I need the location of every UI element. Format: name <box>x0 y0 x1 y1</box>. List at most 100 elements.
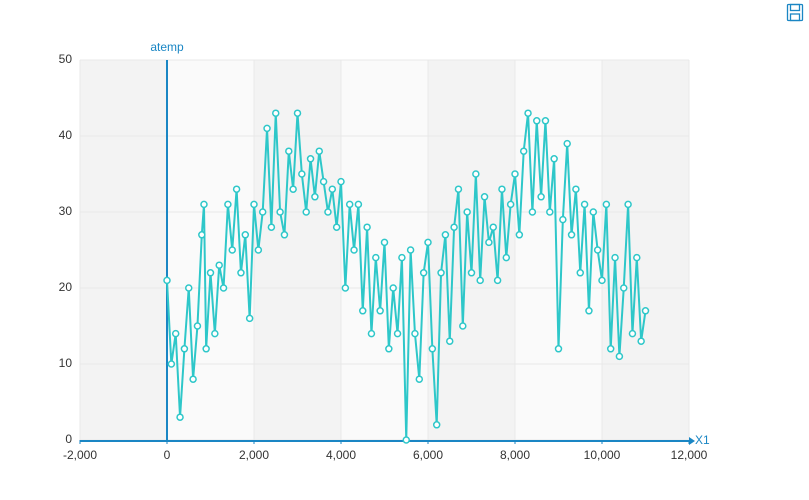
x-tick-label: 4,000 <box>326 448 356 462</box>
point <box>306 155 315 163</box>
point <box>450 223 458 231</box>
point <box>441 231 450 239</box>
point <box>241 231 250 239</box>
split-area <box>80 60 167 440</box>
point <box>606 345 615 353</box>
point <box>580 200 589 209</box>
point <box>628 329 637 338</box>
point <box>215 261 223 269</box>
point <box>163 276 171 285</box>
point <box>302 208 310 216</box>
point <box>389 284 397 292</box>
point <box>167 360 176 368</box>
point <box>563 139 571 148</box>
point <box>380 238 389 247</box>
point <box>219 284 228 292</box>
save-icon[interactable] <box>786 3 804 22</box>
y-tick-label: 0 <box>65 432 72 446</box>
point <box>641 307 650 315</box>
point <box>250 200 258 209</box>
y-tick-label: 50 <box>59 52 73 66</box>
point <box>363 223 371 231</box>
y-axis-name: atemp <box>150 40 184 54</box>
x-axis-arrow <box>689 437 695 445</box>
point <box>285 147 293 155</box>
point <box>437 269 445 277</box>
x-tick-label: 0 <box>164 448 171 462</box>
point <box>211 329 219 338</box>
point <box>332 223 341 231</box>
point <box>385 345 393 353</box>
point <box>528 208 537 216</box>
x-tick-label: 12,000 <box>671 448 708 462</box>
point <box>624 200 632 209</box>
point <box>476 276 484 285</box>
point <box>254 246 263 254</box>
point <box>415 375 424 383</box>
y-tick-label: 30 <box>59 204 73 218</box>
point <box>337 177 345 186</box>
point <box>276 208 284 216</box>
point <box>459 322 467 330</box>
x-tick-label: 8,000 <box>500 448 530 462</box>
point <box>245 314 254 323</box>
point <box>428 345 437 353</box>
point <box>633 253 641 262</box>
point <box>454 185 463 193</box>
split-area <box>428 60 515 440</box>
point <box>554 345 563 353</box>
point <box>206 269 215 277</box>
point <box>193 322 202 330</box>
point <box>289 185 297 193</box>
point <box>367 329 376 338</box>
point <box>515 231 524 239</box>
point <box>280 231 289 239</box>
split-area <box>602 60 689 440</box>
point <box>506 200 515 209</box>
x-tick-label: 10,000 <box>584 448 621 462</box>
point <box>637 337 645 345</box>
point <box>432 421 441 429</box>
point <box>419 269 428 277</box>
point <box>611 253 619 262</box>
point <box>202 345 210 353</box>
point <box>489 223 497 231</box>
point <box>228 246 236 254</box>
plot <box>163 109 650 444</box>
point <box>258 208 267 216</box>
point <box>350 246 358 254</box>
point <box>200 200 208 209</box>
point <box>467 269 476 277</box>
y-tick-label: 10 <box>59 356 73 370</box>
point <box>354 200 363 209</box>
point <box>189 375 197 383</box>
point <box>402 436 410 444</box>
save-icon-shutter <box>789 3 801 12</box>
x-tick-label: -2,000 <box>63 448 97 462</box>
point <box>328 185 337 193</box>
point <box>406 246 415 254</box>
point <box>298 170 306 178</box>
x-tick-label: 2,000 <box>239 448 269 462</box>
point <box>480 193 489 201</box>
point <box>559 215 567 224</box>
point <box>293 109 302 117</box>
y-tick-label: 40 <box>59 128 73 142</box>
point <box>585 307 593 315</box>
point <box>185 284 193 292</box>
point <box>224 200 232 209</box>
point <box>345 200 354 209</box>
point <box>376 307 384 315</box>
grid <box>79 59 695 445</box>
point <box>359 307 367 315</box>
y-tick-label: 20 <box>59 280 73 294</box>
point <box>267 223 276 231</box>
split-area <box>167 60 254 440</box>
point <box>319 177 328 186</box>
point <box>572 185 580 193</box>
point <box>550 155 558 163</box>
point <box>324 208 332 216</box>
point <box>232 185 241 193</box>
point <box>519 147 528 155</box>
series-line <box>166 113 647 441</box>
